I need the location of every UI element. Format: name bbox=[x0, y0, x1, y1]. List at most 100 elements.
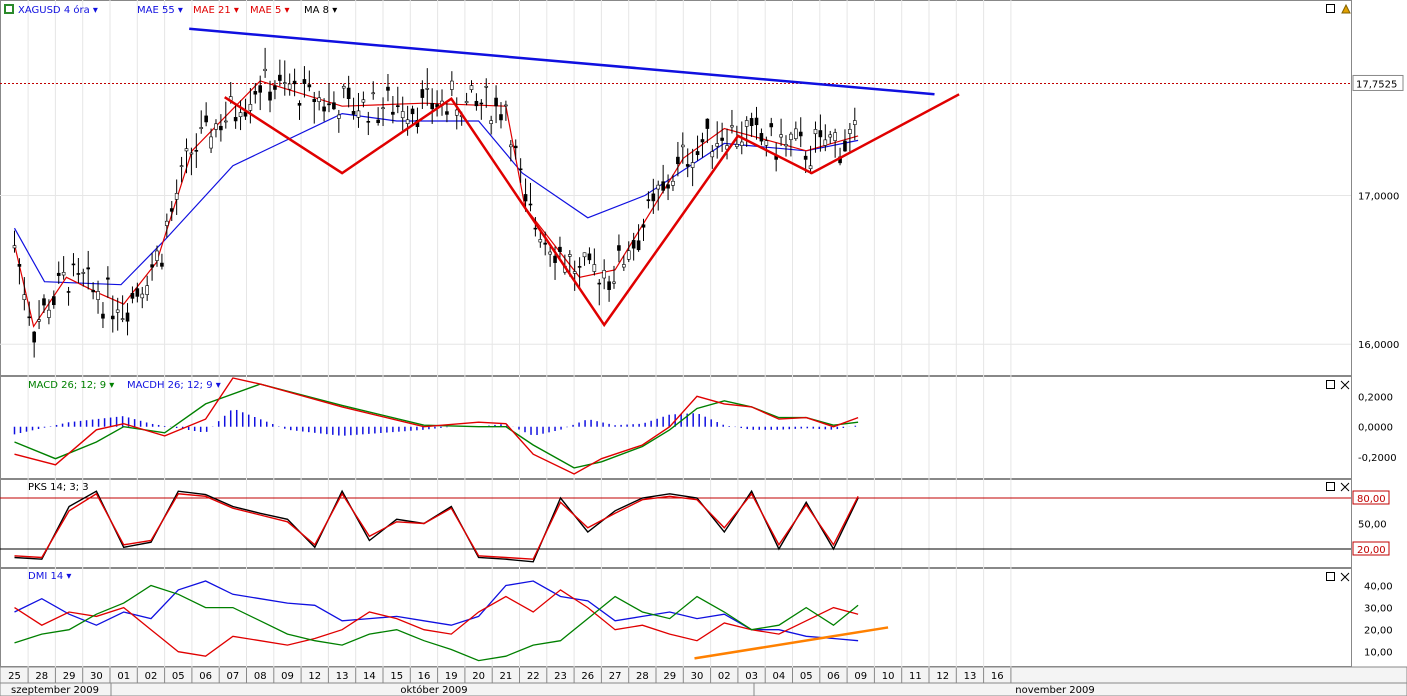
candle-body bbox=[233, 117, 238, 122]
candle-body bbox=[558, 246, 562, 252]
alert-icon[interactable] bbox=[1341, 3, 1351, 14]
maximize-icon[interactable] bbox=[1326, 380, 1335, 389]
candle-body bbox=[140, 293, 145, 299]
candle-body bbox=[317, 97, 321, 102]
x-tick-label: 20 bbox=[472, 671, 485, 682]
candle-body bbox=[106, 277, 110, 280]
candle-body bbox=[27, 316, 32, 319]
candle-body bbox=[287, 83, 292, 90]
candle-body bbox=[32, 331, 36, 343]
candle-body bbox=[400, 111, 405, 119]
candle-body bbox=[676, 156, 680, 165]
x-tick-label: 06 bbox=[827, 671, 840, 682]
candle-body bbox=[720, 137, 724, 141]
candle-body bbox=[209, 136, 213, 149]
x-tick-label: 27 bbox=[609, 671, 622, 682]
candle-body bbox=[91, 289, 95, 293]
candle-body bbox=[292, 80, 297, 85]
candle-body bbox=[681, 144, 685, 148]
candle-body bbox=[622, 264, 626, 268]
candle-body bbox=[607, 281, 611, 290]
candle-body bbox=[754, 117, 759, 126]
y-tick-label: 20,00 bbox=[1364, 626, 1393, 637]
candle-body bbox=[425, 88, 430, 90]
maximize-icon[interactable] bbox=[1326, 4, 1335, 13]
candle-body bbox=[341, 85, 346, 89]
pks-level-box bbox=[1352, 490, 1390, 505]
last-price-label: 17,7525 bbox=[1356, 79, 1397, 90]
candle-body bbox=[405, 119, 410, 124]
maximize-icon[interactable] bbox=[1326, 482, 1335, 491]
indicator-mae5[interactable]: MAE 5 ▾ bbox=[250, 5, 290, 16]
x-tick-label: 02 bbox=[718, 671, 731, 682]
candle-body bbox=[258, 85, 263, 93]
indicator-ma8[interactable]: MA 8 ▾ bbox=[304, 5, 337, 16]
candle-body bbox=[710, 151, 715, 158]
maximize-icon[interactable] bbox=[1326, 572, 1335, 581]
x-tick-label: 19 bbox=[445, 671, 458, 682]
candle-body bbox=[499, 114, 503, 121]
x-tick-label: 08 bbox=[254, 671, 267, 682]
pks-level-label: 20,00 bbox=[1357, 545, 1386, 556]
candle-body bbox=[823, 139, 828, 146]
candle-body bbox=[582, 252, 587, 258]
candle-body bbox=[189, 152, 194, 155]
trendline-resistance bbox=[189, 27, 935, 96]
candle-body bbox=[602, 270, 606, 279]
candle-body bbox=[464, 101, 469, 104]
candle-body bbox=[76, 273, 81, 275]
candle-body bbox=[120, 318, 125, 320]
candle-body bbox=[695, 151, 700, 156]
x-group-label: november 2009 bbox=[1015, 685, 1095, 696]
indicator-mae21[interactable]: MAE 21 ▾ bbox=[193, 5, 239, 16]
y-tick-label: 0,2000 bbox=[1358, 392, 1393, 403]
close-icon[interactable] bbox=[1340, 572, 1350, 582]
candle-body bbox=[346, 87, 351, 99]
panel-controls bbox=[1326, 3, 1351, 582]
dmi-series-line bbox=[14, 580, 859, 642]
candle-body bbox=[597, 282, 602, 285]
x-tick-label: 13 bbox=[336, 671, 349, 682]
macdh-title[interactable]: MACDH 26; 12; 9 ▾ bbox=[127, 380, 221, 391]
candle-body bbox=[273, 85, 277, 90]
candle-body bbox=[179, 165, 184, 167]
candle-body bbox=[474, 100, 479, 107]
candle-body bbox=[651, 193, 656, 202]
candle-body bbox=[479, 102, 484, 105]
candle-body bbox=[671, 180, 675, 186]
close-icon[interactable] bbox=[1340, 482, 1350, 492]
candle-body bbox=[371, 92, 376, 95]
dmi-series-line bbox=[14, 584, 859, 662]
candle-body bbox=[690, 162, 695, 168]
candle-body bbox=[818, 130, 823, 138]
indicator-mae55[interactable]: MAE 55 ▾ bbox=[137, 5, 183, 16]
candle-body bbox=[523, 194, 528, 202]
candle-body bbox=[420, 89, 425, 98]
pks-level-label: 80,00 bbox=[1357, 494, 1386, 505]
candle-body bbox=[110, 315, 115, 320]
symbol-label[interactable]: XAGUSD 4 óra ▾ bbox=[18, 4, 98, 16]
candle-body bbox=[749, 118, 754, 126]
candle-body bbox=[307, 84, 312, 88]
candle-body bbox=[646, 199, 651, 202]
candle-body bbox=[636, 240, 641, 251]
candle-body bbox=[96, 291, 100, 300]
axis-labels: 25 28 29 30 01 02 05 06 07 08 09 12 13 14 15 16 19 20 21 22… bbox=[0, 74, 1407, 696]
candle-body bbox=[86, 267, 91, 270]
x-tick-label: 28 bbox=[35, 671, 48, 682]
x-tick-label: 02 bbox=[145, 671, 158, 682]
candle-body bbox=[533, 227, 538, 230]
pks-title[interactable]: PKS 14; 3; 3 bbox=[28, 482, 89, 493]
macd-title[interactable]: MACD 26; 12; 9 ▾ bbox=[28, 380, 114, 391]
candle-body bbox=[115, 309, 120, 313]
x-tick-label: 04 bbox=[773, 671, 786, 682]
close-icon[interactable] bbox=[1340, 380, 1350, 390]
trendline-inverse-head-and-shoulders bbox=[224, 93, 960, 328]
x-tick-label: 26 bbox=[581, 671, 594, 682]
dmi-title[interactable]: DMI 14 ▾ bbox=[28, 571, 71, 582]
candle-body bbox=[744, 120, 749, 127]
price-legend: XAGUSD 4 óra ▾ MAE 55 ▾ MAE 21 ▾ MAE 5 ▾… bbox=[4, 4, 337, 16]
candle-body bbox=[160, 262, 164, 267]
candle-body bbox=[61, 272, 66, 276]
x-tick-label: 30 bbox=[90, 671, 103, 682]
